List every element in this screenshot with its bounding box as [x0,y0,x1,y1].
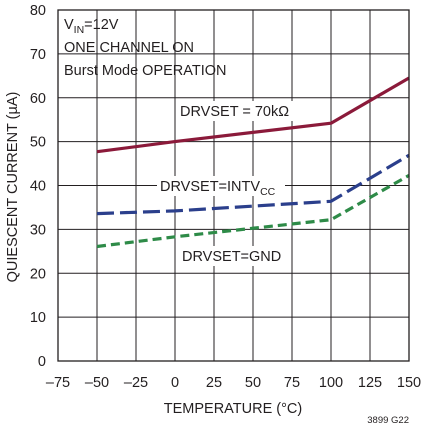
y-tick-label: 30 [30,222,46,238]
series-labels: DRVSET = 70kΩ DRVSET=INTVCC DRVSET=GND [157,101,297,266]
x-axis-title: TEMPERATURE (°C) [164,401,302,417]
y-axis-title: QUIESCENT CURRENT (µA) [5,92,21,283]
y-tick-label: 0 [38,354,46,370]
y-tick-label: 80 [30,3,46,19]
x-tick-label: 100 [319,375,343,391]
x-tick-label: 0 [171,375,179,391]
x-tick-label: 50 [245,375,261,391]
x-tick-label: –75 [46,375,70,391]
figure-id: 3899 G22 [367,415,409,426]
y-tick-label: 50 [30,135,46,151]
series-label-background [177,101,297,121]
series-label: DRVSET = 70kΩ [180,104,289,120]
x-tick-label: –25 [124,375,148,391]
y-tick-label: 60 [30,91,46,107]
condition-channel: ONE CHANNEL ON [64,40,194,56]
x-tick-label: 125 [358,375,382,391]
series-lines [96,76,410,249]
series-label-main: DRVSET=GND [182,249,281,265]
x-tick-label: 25 [206,375,222,391]
condition-vin: VIN=12V [64,17,119,36]
y-tick-label: 10 [30,310,46,326]
series-line [96,153,410,216]
plot-border [57,9,410,362]
y-tick-label: 70 [30,47,46,63]
series-label: DRVSET=INTVCC [160,179,276,198]
x-tick-label: 75 [284,375,300,391]
plot-frame [57,9,410,362]
y-tick-label: 40 [30,179,46,195]
tick-labels: –75 –50 –25 0 25 50 75 100 125 150 0 10 20 30 40 50 60 70… [30,3,421,391]
x-tick-label: –50 [85,375,109,391]
series-line [96,76,410,154]
condition-burst-mode: Burst Mode OPERATION [64,63,227,79]
series-label-background [157,176,285,196]
y-tick-label: 20 [30,266,46,282]
series-line [96,174,410,249]
series-label-background [179,246,282,266]
series-label-main: DRVSET=INTV [160,179,260,195]
series-label-subscript: CC [260,186,276,198]
series-label-main: DRVSET = 70kΩ [180,104,289,120]
series-label: DRVSET=GND [182,249,281,265]
x-tick-label: 150 [397,375,421,391]
